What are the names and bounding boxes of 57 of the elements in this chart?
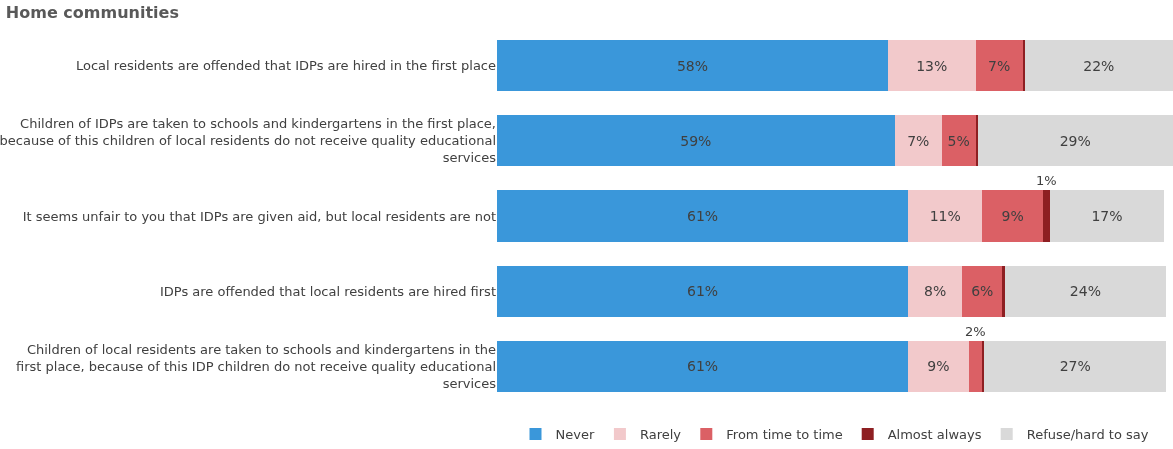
data-label: 9% (1001, 208, 1024, 224)
data-label: 5% (947, 132, 970, 149)
data-label: 7% (988, 57, 1011, 74)
bar (975, 40, 1023, 92)
bar (977, 115, 1173, 167)
bar (497, 115, 895, 167)
bar (894, 115, 942, 167)
data-label: 29% (1059, 132, 1091, 149)
data-label: 1% (1036, 173, 1057, 188)
bar (1004, 265, 1167, 317)
data-label: 17% (1091, 208, 1123, 224)
bar (982, 340, 985, 392)
y-tick-label: Local residents are offended that IDPs are hired in the first place (76, 58, 496, 74)
bar (975, 115, 978, 167)
text: Home communities (5, 2, 179, 22)
y-tick-label: Children of local residents are taken to schools and kindergartens in the first place, because of this IDP children do not receive quality educational services (16, 342, 497, 391)
bar (968, 340, 983, 392)
data-label: 13% (916, 57, 948, 74)
data-label: 27% (1059, 358, 1091, 375)
bar (908, 190, 983, 242)
bar (1024, 40, 1173, 92)
bar (941, 115, 976, 167)
y-tick-label: Children of IDPs are taken to schools and kindergartens in the first place, because of this children of local residents do not receive quality educational services (0, 116, 497, 166)
data-label: 61% (687, 283, 719, 300)
bar (887, 40, 976, 92)
data-label: 61% (687, 358, 719, 375)
bar (1022, 40, 1025, 92)
legend-label: Never (555, 427, 595, 443)
y-tick-label: IDPs are offended that local residents are hired first (159, 283, 496, 299)
bar (497, 265, 909, 317)
data-label: 2% (965, 324, 986, 339)
bar (1042, 190, 1050, 242)
bar (908, 340, 969, 392)
data-label: 58% (676, 57, 709, 74)
data-label: 22% (1083, 57, 1115, 74)
bar (982, 190, 1043, 242)
bar (984, 340, 1167, 392)
data-label: 7% (907, 132, 930, 149)
legend-label: Rarely (639, 427, 682, 443)
bar (908, 265, 963, 317)
bar (497, 40, 888, 92)
legend-label: Refuse/hard to say (1026, 427, 1149, 443)
bar (497, 190, 909, 242)
data-label: 8% (923, 283, 947, 300)
data-label: 9% (927, 358, 950, 375)
data-label: 61% (687, 208, 719, 224)
data-label: 11% (929, 208, 961, 224)
data-label: 24% (1069, 283, 1101, 300)
bar (497, 340, 909, 392)
bar (1002, 265, 1005, 317)
bar (962, 265, 1003, 317)
legend-label: From time to time (726, 427, 843, 443)
data-label: 59% (680, 132, 712, 149)
y-tick-label: It seems unfair to you that IDPs are given aid, but local residents are not (22, 208, 496, 224)
data-label: 6% (971, 283, 994, 300)
legend-label: Almost always (887, 427, 982, 443)
bar (1049, 190, 1165, 242)
